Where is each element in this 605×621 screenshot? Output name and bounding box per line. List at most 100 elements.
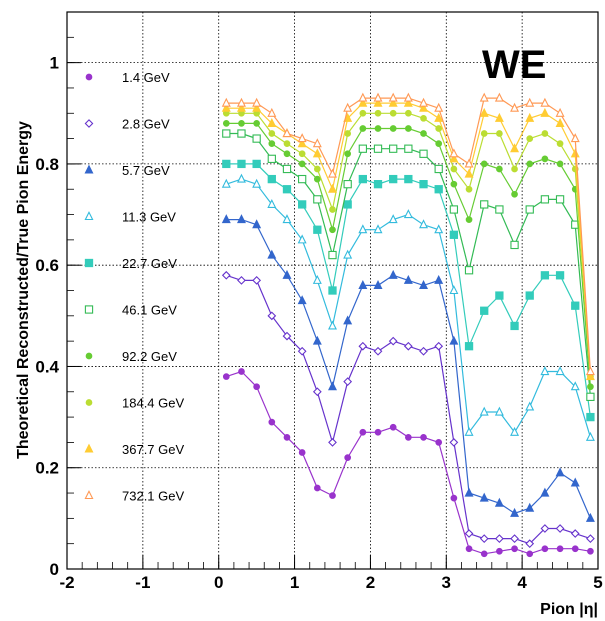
- data-point: [555, 467, 565, 477]
- data-point: [237, 275, 246, 285]
- data-point: [449, 230, 459, 239]
- data-point: [450, 165, 458, 173]
- data-point: [298, 200, 307, 209]
- legend-entry: 92.2 GeV: [85, 349, 177, 364]
- data-point: [587, 383, 594, 391]
- data-point: [222, 120, 230, 127]
- data-point: [540, 366, 550, 376]
- data-point: [389, 144, 398, 153]
- data-point: [283, 140, 291, 148]
- data-point: [313, 195, 322, 204]
- data-point: [526, 160, 534, 168]
- data-point: [329, 206, 336, 213]
- data-point: [373, 92, 383, 102]
- data-point: [283, 150, 291, 158]
- data-point: [526, 135, 534, 142]
- y-tick-label: 0: [50, 560, 59, 579]
- data-point: [419, 97, 429, 107]
- legend-label: 1.4 GeV: [122, 70, 170, 85]
- data-point: [238, 120, 245, 127]
- data-point: [585, 512, 595, 522]
- data-point: [464, 168, 474, 178]
- data-point: [525, 291, 534, 300]
- data-point: [222, 373, 230, 380]
- legend-marker: [85, 399, 93, 406]
- data-point: [540, 524, 550, 533]
- data-point: [556, 160, 564, 168]
- data-point: [359, 125, 367, 132]
- data-point: [297, 133, 307, 143]
- data-point: [267, 154, 276, 163]
- data-point: [434, 341, 444, 351]
- legend-entry: 184.4 GeV: [85, 396, 184, 411]
- data-point: [510, 534, 519, 543]
- data-point: [297, 295, 307, 305]
- data-point: [541, 545, 549, 553]
- data-point: [373, 180, 383, 189]
- data-series: [221, 92, 595, 558]
- data-point: [419, 180, 428, 189]
- data-point: [556, 140, 564, 148]
- legend-marker: [84, 258, 94, 268]
- data-point: [343, 200, 352, 209]
- data-point: [465, 545, 473, 553]
- data-point: [236, 214, 246, 224]
- legend-label: 367.7 GeV: [122, 442, 184, 457]
- data-point: [403, 92, 413, 102]
- data-point: [389, 423, 397, 431]
- data-point: [465, 216, 473, 223]
- data-point: [221, 214, 231, 224]
- data-point: [419, 219, 429, 229]
- data-point: [525, 112, 535, 122]
- legend-marker: [84, 305, 94, 314]
- data-point: [571, 545, 579, 553]
- data-point: [373, 144, 383, 153]
- data-point: [328, 320, 337, 330]
- data-point: [540, 195, 550, 204]
- series-line: [226, 274, 591, 545]
- data-point: [405, 109, 412, 117]
- data-point: [312, 148, 322, 158]
- data-point: [267, 198, 277, 208]
- data-point: [496, 130, 503, 137]
- data-point: [297, 346, 307, 356]
- data-point: [510, 143, 520, 153]
- data-point: [222, 159, 231, 169]
- legend: 1.4 GeV 2.8 GeV 5.7 GeV 11.3 GeV 22.7 GeV 46.…: [84, 70, 184, 504]
- data-point: [464, 158, 474, 168]
- data-point: [343, 249, 353, 259]
- data-point: [449, 148, 459, 158]
- data-point: [435, 125, 443, 132]
- data-point: [358, 174, 367, 184]
- data-point: [373, 346, 383, 356]
- data-point: [268, 418, 276, 426]
- data-point: [358, 97, 368, 107]
- data-point: [312, 274, 322, 284]
- data-point: [479, 92, 489, 102]
- data-point: [403, 97, 413, 107]
- data-point: [238, 368, 245, 375]
- y-tick-label: 1: [50, 54, 59, 73]
- data-point: [358, 144, 367, 153]
- data-point: [480, 550, 488, 558]
- data-point: [344, 150, 352, 158]
- data-point: [510, 102, 520, 112]
- data-point: [403, 209, 413, 219]
- data-point: [405, 125, 412, 132]
- data-point: [282, 128, 292, 138]
- data-point: [449, 205, 459, 214]
- data-point: [389, 125, 397, 132]
- legend-label: 11.3 GeV: [122, 210, 176, 225]
- data-point: [496, 165, 503, 173]
- data-point: [511, 190, 518, 198]
- legend-label: 5.7 GeV: [122, 163, 170, 178]
- data-point: [494, 497, 504, 507]
- legend-label: 22.7 GeV: [122, 256, 177, 271]
- data-point: [570, 381, 580, 391]
- series-3: [221, 173, 595, 441]
- data-point: [282, 331, 292, 341]
- data-point: [510, 507, 520, 517]
- series-0: [222, 368, 594, 558]
- data-point: [359, 109, 367, 117]
- data-point: [329, 492, 336, 499]
